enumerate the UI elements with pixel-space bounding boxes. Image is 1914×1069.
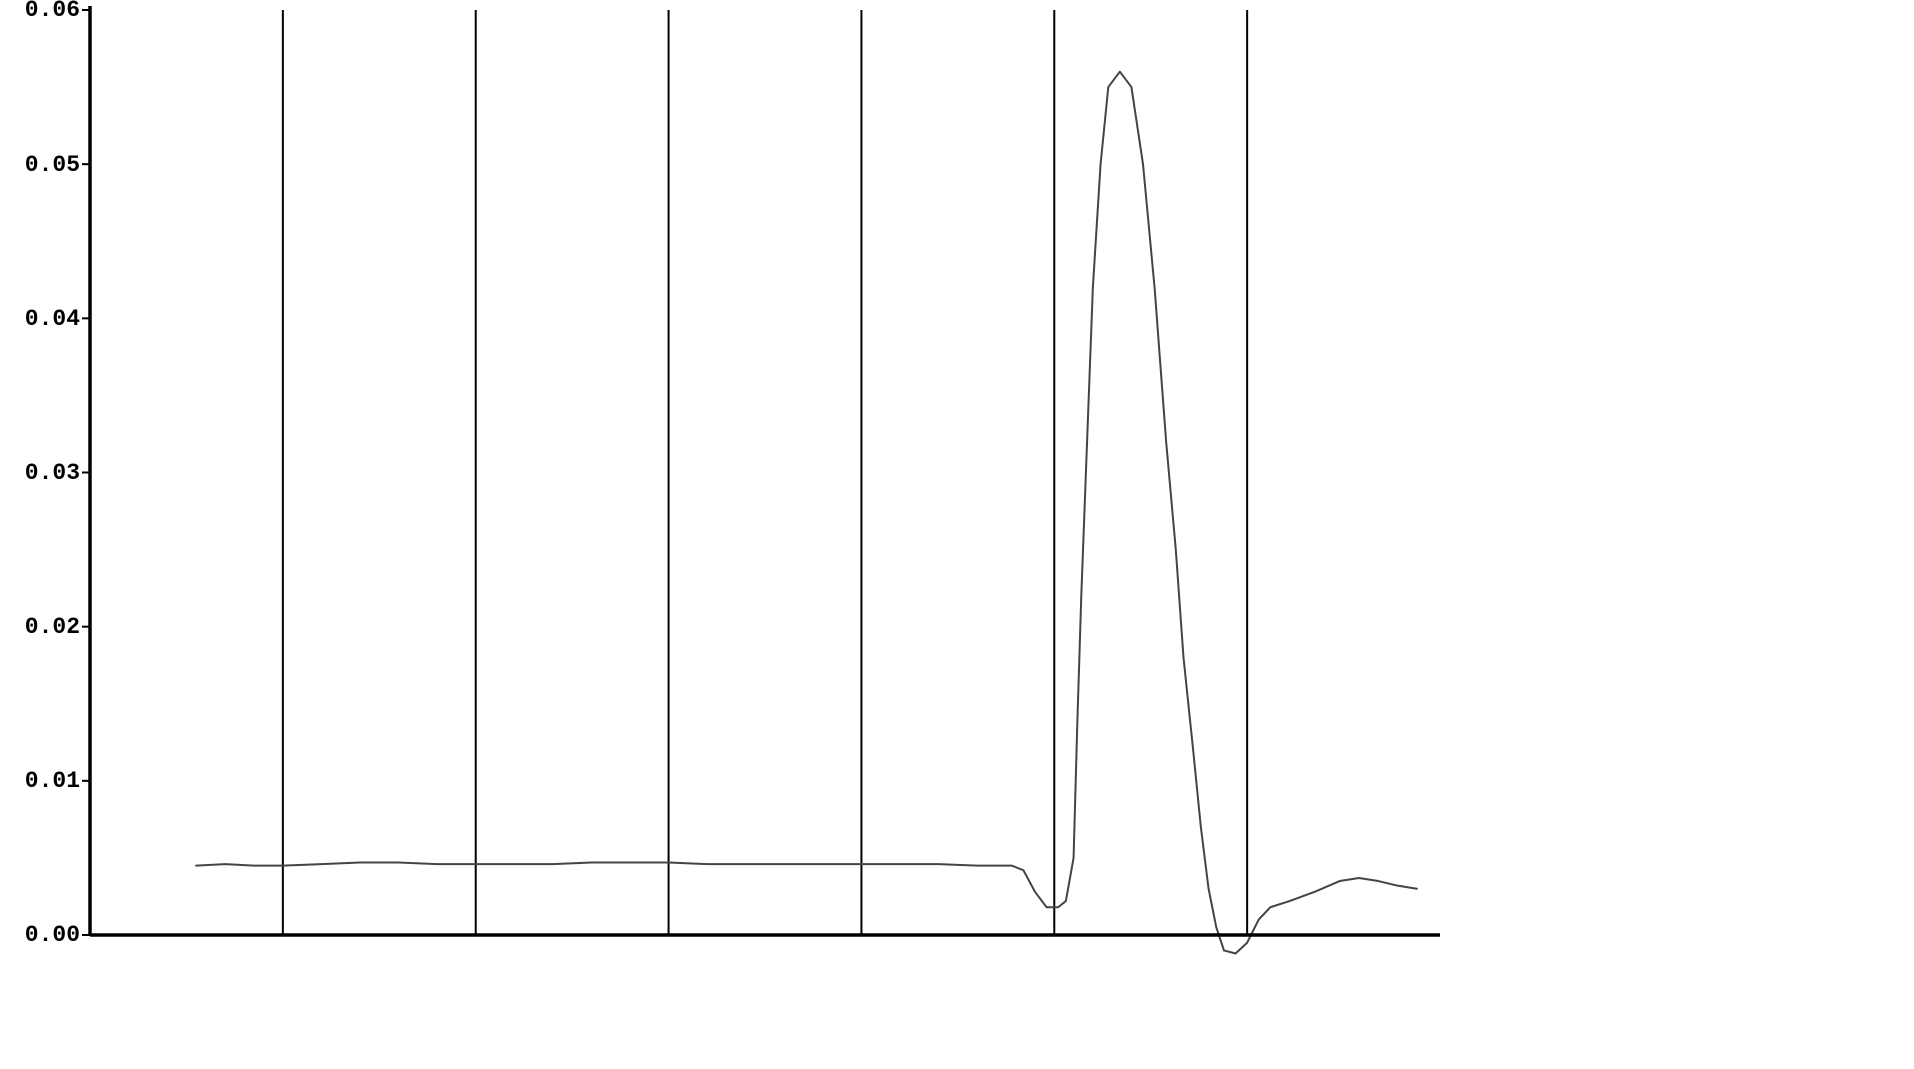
chart-svg bbox=[0, 0, 1914, 1069]
y-tick-label: 0.00 bbox=[0, 922, 80, 948]
y-tick-label: 0.04 bbox=[0, 306, 80, 332]
y-tick-label: 0.02 bbox=[0, 614, 80, 640]
y-tick-label: 0.05 bbox=[0, 152, 80, 178]
y-tick-label: 0.01 bbox=[0, 768, 80, 794]
line-chart: 0.00 0.01 0.02 0.03 0.04 0.05 0.06 bbox=[0, 0, 1914, 1069]
y-tick-label: 0.06 bbox=[0, 0, 80, 23]
y-tick-label: 0.03 bbox=[0, 460, 80, 486]
